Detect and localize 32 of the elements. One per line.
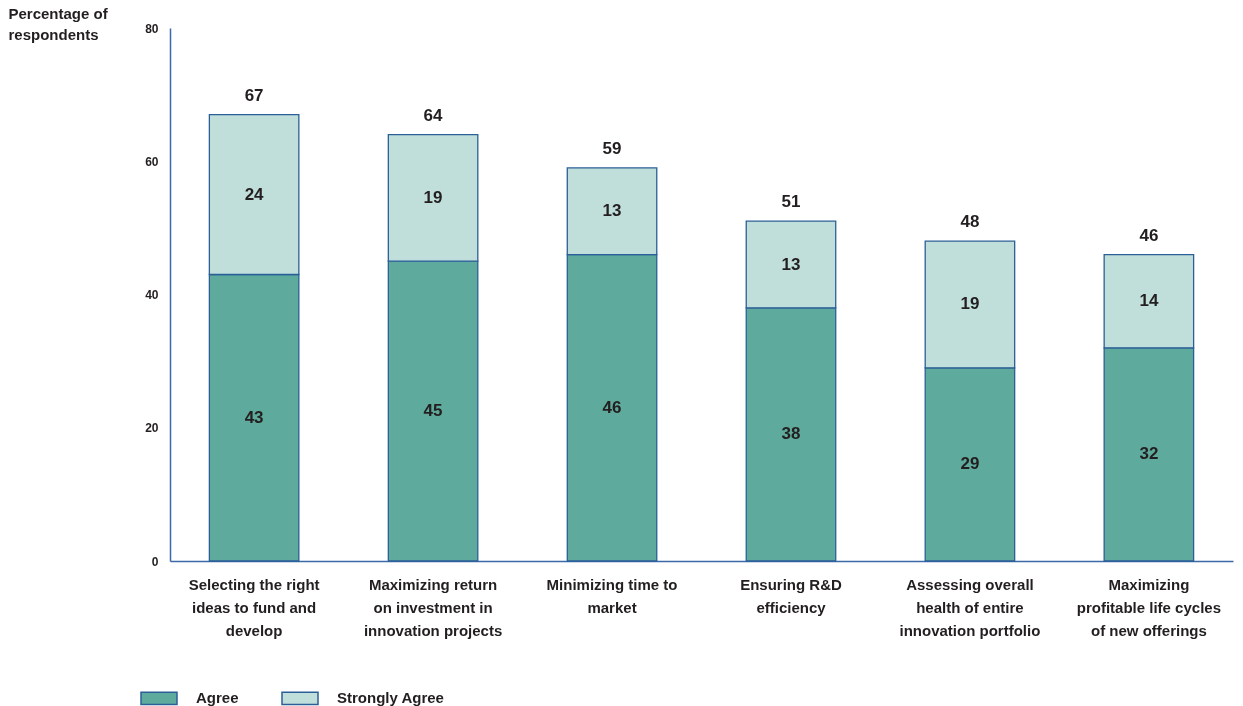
y-tick-label: 0 xyxy=(151,554,159,569)
total-label: 59 xyxy=(602,138,622,158)
y-tick-label: 40 xyxy=(145,288,159,302)
y-tick-label: 80 xyxy=(145,21,159,36)
x-tick-label: Selecting the right ideas to fund and develop xyxy=(188,575,320,639)
x-tick-label: Ensuring R&D efficiency xyxy=(740,575,842,616)
data-label: 32 xyxy=(1139,444,1159,464)
data-label: 43 xyxy=(244,407,264,427)
data-label: 13 xyxy=(781,254,801,274)
total-label: 48 xyxy=(960,212,980,232)
data-label: 19 xyxy=(423,187,443,207)
data-label: 38 xyxy=(781,424,801,444)
x-tick-label: Maximizing profitable life cycles of new offerings xyxy=(1076,575,1222,639)
total-label: 46 xyxy=(1139,225,1159,245)
data-label: 46 xyxy=(602,397,622,417)
x-tick-label: Minimizing time to market xyxy=(546,575,678,616)
legend-label: Strongly Agree xyxy=(337,689,444,706)
data-label: 13 xyxy=(602,201,622,221)
legend-label: Agree xyxy=(196,689,239,706)
x-tick-label: Assessing overall health of entire innovation portfolio xyxy=(899,575,1041,639)
data-label: 14 xyxy=(1139,291,1159,311)
x-tick-label: Maximizing return on investment in innovation projects xyxy=(363,575,503,639)
data-label: 19 xyxy=(960,294,980,314)
total-label: 67 xyxy=(244,85,264,105)
y-axis-title: Percentage of respondents xyxy=(8,4,109,43)
total-label: 64 xyxy=(423,105,444,125)
y-tick-label: 20 xyxy=(145,421,159,436)
data-label: 24 xyxy=(244,184,265,204)
data-label: 45 xyxy=(423,401,443,421)
data-label: 29 xyxy=(960,454,980,474)
total-label: 51 xyxy=(781,192,801,212)
y-tick-label: 60 xyxy=(145,154,159,169)
